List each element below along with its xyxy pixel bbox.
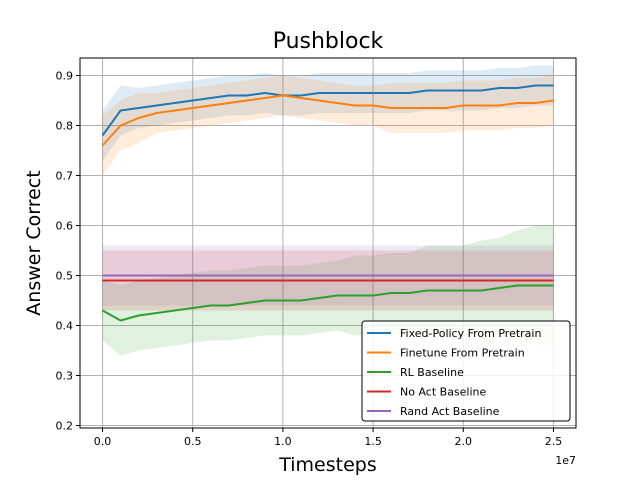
x-tick-label: 0.5 — [184, 435, 202, 448]
legend: Fixed-Policy From Pretrain Finetune From … — [361, 320, 571, 422]
legend-label: Fixed-Policy From Pretrain — [400, 327, 541, 340]
x-axis-offset-label: 1e7 — [555, 454, 576, 467]
legend-label: Rand Act Baseline — [400, 405, 500, 418]
x-axis-label: Timesteps — [278, 454, 377, 476]
chart-title: Pushblock — [273, 29, 384, 54]
y-tick-label: 0.6 — [56, 220, 74, 233]
legend-label: No Act Baseline — [400, 386, 487, 399]
series-line-0 — [101, 84, 554, 137]
y-tick-label: 0.5 — [56, 270, 74, 283]
y-tick-label: 0.2 — [56, 420, 74, 433]
x-tick-label: 1.5 — [364, 435, 382, 448]
series-band-1 — [102, 75, 554, 176]
y-axis-label: Answer Correct — [23, 170, 45, 315]
legend-label: RL Baseline — [400, 366, 464, 379]
x-tick-label: 2.0 — [455, 435, 473, 448]
y-tick-label: 0.3 — [56, 370, 74, 383]
plot-frame — [79, 57, 577, 429]
legend-label: Finetune From Pretrain — [400, 347, 525, 360]
y-tick-label: 0.8 — [56, 120, 74, 133]
y-axis-ticks: 0.2 0.3 0.4 0.5 0.6 0.7 0.8 0.9 — [56, 70, 80, 433]
y-tick-label: 0.4 — [56, 320, 74, 333]
x-tick-label: 1.0 — [274, 435, 292, 448]
x-tick-label: 0.0 — [94, 435, 112, 448]
legend-box — [361, 320, 571, 422]
x-tick-label: 2.5 — [545, 435, 563, 448]
y-tick-label: 0.7 — [56, 170, 74, 183]
x-axis-ticks: 0.0 0.5 1.0 1.5 2.0 2.5 — [94, 428, 562, 448]
series-line-1 — [101, 94, 554, 147]
series-band-0 — [102, 65, 554, 161]
y-tick-label: 0.9 — [56, 70, 74, 83]
series-lines — [101, 84, 554, 322]
series-line-2 — [102, 284, 554, 322]
